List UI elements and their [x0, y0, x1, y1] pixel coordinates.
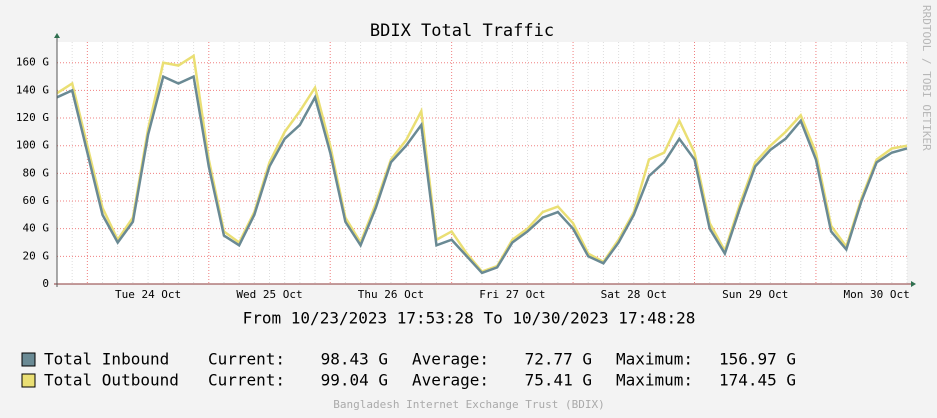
x-tick-label: Fri 27 Oct — [479, 288, 545, 301]
stat-label: Average: — [412, 350, 489, 369]
x-tick-label: Mon 30 Oct — [844, 288, 910, 301]
x-tick-label: Wed 25 Oct — [236, 288, 302, 301]
legend-swatch — [21, 373, 36, 388]
stat-value: 75.41 G — [525, 371, 592, 390]
stat-value: 98.43 G — [321, 350, 388, 369]
y-tick-label: 20 G — [23, 249, 50, 262]
stat-value: 156.97 G — [719, 350, 796, 369]
y-tick-label: 140 G — [16, 83, 49, 96]
side-label: RRDTOOL / TOBI OETIKER — [920, 5, 933, 151]
period: From 10/23/2023 17:53:28 To 10/30/2023 1… — [243, 309, 696, 328]
y-tick-label: 120 G — [16, 111, 49, 124]
y-tick-label: 100 G — [16, 139, 49, 152]
x-tick-label: Tue 24 Oct — [115, 288, 181, 301]
y-tick-label: 0 — [42, 277, 49, 290]
stat-value: 174.45 G — [719, 371, 796, 390]
x-arrow — [911, 281, 916, 287]
y-tick-label: 160 G — [16, 56, 49, 69]
stat-label: Maximum: — [616, 350, 693, 369]
stat-value: 99.04 G — [321, 371, 388, 390]
legend-swatch — [21, 352, 36, 367]
x-tick-label: Thu 26 Oct — [358, 288, 424, 301]
y-tick-label: 40 G — [23, 222, 50, 235]
stat-label: Maximum: — [616, 371, 693, 390]
legend-label: Total Outbound — [44, 371, 179, 390]
y-arrow — [54, 33, 60, 38]
stat-label: Average: — [412, 371, 489, 390]
series-line — [56, 74, 908, 275]
x-tick-label: Sat 28 Oct — [601, 288, 667, 301]
stat-label: Current: — [208, 371, 285, 390]
x-tick-label: Sun 29 Oct — [722, 288, 788, 301]
y-tick-label: 80 G — [23, 166, 50, 179]
y-tick-label: 60 G — [23, 194, 50, 207]
stat-value: 72.77 G — [525, 350, 592, 369]
stat-label: Current: — [208, 350, 285, 369]
footer: Bangladesh Internet Exchange Trust (BDIX… — [333, 398, 605, 411]
legend-label: Total Inbound — [44, 350, 169, 369]
chart-title: BDIX Total Traffic — [370, 21, 554, 41]
